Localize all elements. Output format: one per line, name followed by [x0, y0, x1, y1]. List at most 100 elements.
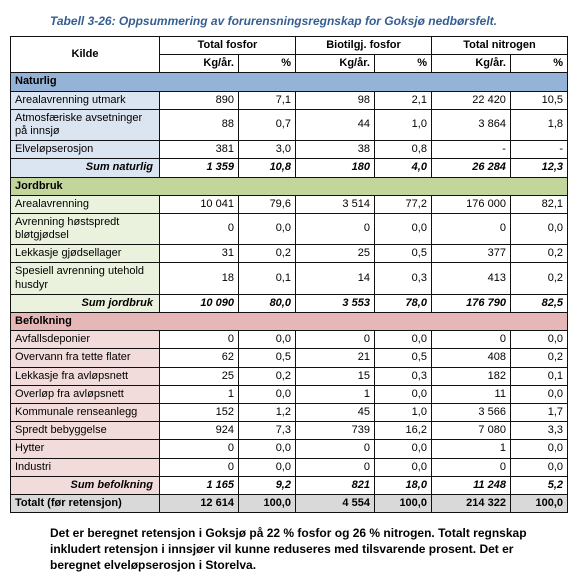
table-cell: 26 284: [431, 159, 510, 177]
sum-row: Sum jordbruk10 09080,03 55378,0176 79082…: [11, 294, 568, 312]
table-cell: 7,1: [238, 91, 295, 109]
table-caption: Tabell 3-26: Oppsummering av forurensnin…: [50, 14, 569, 28]
col-kilde: Kilde: [11, 37, 160, 73]
table-cell: 408: [431, 349, 510, 367]
table-cell: 0: [295, 458, 374, 476]
table-cell: 0,0: [238, 213, 295, 244]
table-row: Industri00,000,000,0: [11, 458, 568, 476]
table-cell: 0: [160, 458, 239, 476]
table-cell: 182: [431, 367, 510, 385]
col-group-1: Biotilgj. fosfor: [295, 37, 431, 55]
table-cell: 0,0: [510, 458, 567, 476]
table-cell: 4 554: [295, 494, 374, 512]
table-row: Spesiell avrenning utehold husdyr180,114…: [11, 263, 568, 294]
row-label: Hytter: [11, 440, 160, 458]
table-cell: 0,0: [510, 213, 567, 244]
table-cell: 11 248: [431, 476, 510, 494]
table-cell: 0,0: [510, 331, 567, 349]
table-cell: 0,2: [510, 245, 567, 263]
table-cell: 10 090: [160, 294, 239, 312]
table-cell: 413: [431, 263, 510, 294]
table-cell: 10,8: [238, 159, 295, 177]
table-cell: 14: [295, 263, 374, 294]
table-cell: 0: [431, 331, 510, 349]
row-label: Industri: [11, 458, 160, 476]
table-cell: 0,0: [374, 458, 431, 476]
table-row: Overløp fra avløpsnett10,010,0110,0: [11, 385, 568, 403]
row-label: Avfallsdeponier: [11, 331, 160, 349]
table-cell: 82,5: [510, 294, 567, 312]
table-cell: 0,2: [510, 349, 567, 367]
table-cell: 3 553: [295, 294, 374, 312]
table-cell: 80,0: [238, 294, 295, 312]
row-label: Lekkasje fra avløpsnett: [11, 367, 160, 385]
table-cell: 0,8: [374, 141, 431, 159]
table-row: Arealavrenning10 04179,63 51477,2176 000…: [11, 195, 568, 213]
table-cell: -: [431, 141, 510, 159]
col-group-0: Total fosfor: [160, 37, 296, 55]
row-label: Arealavrenning utmark: [11, 91, 160, 109]
col-sub: %: [510, 55, 567, 73]
total-label: Totalt (før retensjon): [11, 494, 160, 512]
table-cell: 78,0: [374, 294, 431, 312]
table-row: Arealavrenning utmark8907,1982,122 42010…: [11, 91, 568, 109]
table-cell: 0: [160, 440, 239, 458]
category-row: Befolkning: [11, 313, 568, 331]
table-cell: 0: [160, 213, 239, 244]
table-cell: 739: [295, 422, 374, 440]
sum-row: Sum naturlig1 35910,81804,026 28412,3: [11, 159, 568, 177]
table-cell: 18,0: [374, 476, 431, 494]
table-cell: 22 420: [431, 91, 510, 109]
table-row: Kommunale renseanlegg1521,2451,03 5661,7: [11, 403, 568, 421]
table-cell: 0: [295, 440, 374, 458]
table-cell: 1,0: [374, 109, 431, 140]
table-cell: 100,0: [374, 494, 431, 512]
table-cell: 11: [431, 385, 510, 403]
table-cell: 62: [160, 349, 239, 367]
table-cell: 1: [160, 385, 239, 403]
table-cell: 0: [295, 213, 374, 244]
table-cell: 821: [295, 476, 374, 494]
table-cell: 0,2: [238, 367, 295, 385]
table-cell: 1: [431, 440, 510, 458]
table-cell: 0,5: [374, 245, 431, 263]
table-cell: 924: [160, 422, 239, 440]
table-cell: 0,0: [238, 385, 295, 403]
table-cell: 0,0: [374, 385, 431, 403]
table-cell: 176 790: [431, 294, 510, 312]
table-cell: 5,2: [510, 476, 567, 494]
table-cell: 3,0: [238, 141, 295, 159]
table-row: Elveløpserosjon3813,0380,8--: [11, 141, 568, 159]
table-cell: 3 864: [431, 109, 510, 140]
table-cell: 381: [160, 141, 239, 159]
col-sub: %: [238, 55, 295, 73]
table-cell: 0,0: [238, 440, 295, 458]
col-sub: Kg/år.: [160, 55, 239, 73]
sum-row: Sum befolkning1 1659,282118,011 2485,2: [11, 476, 568, 494]
table-cell: 0,0: [374, 213, 431, 244]
table-cell: 88: [160, 109, 239, 140]
table-cell: 0,1: [510, 367, 567, 385]
category-label: Naturlig: [11, 73, 568, 91]
table-cell: 44: [295, 109, 374, 140]
table-cell: 79,6: [238, 195, 295, 213]
row-label: Spesiell avrenning utehold husdyr: [11, 263, 160, 294]
table-cell: 1,2: [238, 403, 295, 421]
category-label: Jordbruk: [11, 177, 568, 195]
row-label: Kommunale renseanlegg: [11, 403, 160, 421]
table-cell: 3,3: [510, 422, 567, 440]
footnote: Det er beregnet retensjon i Goksjø på 22…: [50, 525, 550, 574]
table-cell: 31: [160, 245, 239, 263]
table-cell: 2,1: [374, 91, 431, 109]
table-row: Atmosfæriske avsetninger på innsjø880,74…: [11, 109, 568, 140]
table-cell: 4,0: [374, 159, 431, 177]
sum-label: Sum befolkning: [11, 476, 160, 494]
table-cell: 98: [295, 91, 374, 109]
table-cell: 152: [160, 403, 239, 421]
table-cell: 7 080: [431, 422, 510, 440]
table-row: Avfallsdeponier00,000,000,0: [11, 331, 568, 349]
table-cell: 890: [160, 91, 239, 109]
table-cell: 15: [295, 367, 374, 385]
sum-label: Sum naturlig: [11, 159, 160, 177]
table-cell: 45: [295, 403, 374, 421]
